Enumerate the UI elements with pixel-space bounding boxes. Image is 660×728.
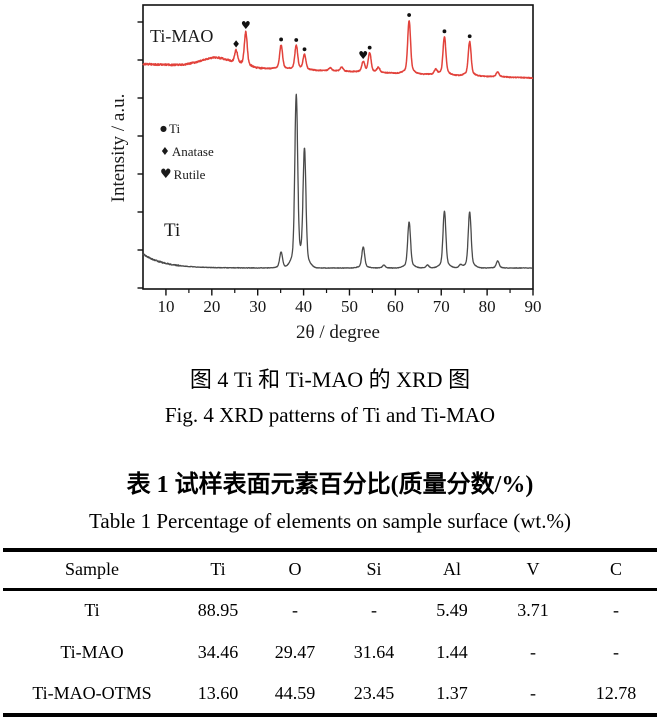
sample-name: Ti-MAO [60, 641, 124, 662]
sample-name: Ti-MAO-OTMS [32, 682, 152, 703]
element-value: 88.95 [197, 600, 239, 621]
table-header-row: Sample Ti O Si Al V C [3, 550, 657, 589]
column-header-sample: Sample [65, 559, 119, 580]
table-head: Sample Ti O Si Al V C [3, 550, 657, 589]
xrd-trace-ti-mao [142, 20, 534, 80]
element-value: - [292, 600, 298, 621]
table-title-zh: 表 1 试样表面元素百分比(质量分数/%) [126, 472, 534, 498]
table-row-ti: Ti 88.95 - - 5.49 3.71 - [3, 589, 657, 631]
legend-label-anatase: Anatase [171, 143, 214, 159]
element-value: - [530, 641, 536, 662]
element-value: 34.46 [197, 641, 239, 662]
column-header-o: O [288, 559, 302, 580]
element-value: 23.45 [353, 682, 395, 703]
peak-marker-rutile-heart: ♥ [241, 19, 251, 32]
figure-caption-en: Fig. 4 XRD patterns of Ti and Ti-MAO [164, 403, 496, 427]
element-value: - [530, 682, 536, 703]
ti-dot-icon: ● [160, 123, 167, 133]
legend-label-rutile: Rutile [173, 166, 206, 182]
element-value: 1.44 [436, 641, 468, 662]
legend-item-ti: ● Ti [160, 117, 214, 140]
column-header-ti: Ti [210, 559, 226, 580]
element-value: 44.59 [274, 682, 316, 703]
element-value: 31.64 [353, 641, 395, 662]
x-tick-label: 50 [341, 297, 358, 316]
x-tick-label: 40 [295, 297, 312, 316]
column-header-al: Al [443, 559, 461, 580]
trace-label-ti-mao: Ti-MAO [150, 26, 214, 46]
element-value: 12.78 [595, 682, 637, 703]
peak-marker-anatase-diamond: ♦ [232, 39, 241, 50]
column-header-c: C [609, 559, 622, 580]
peak-marker-rutile-heart: ♥ [358, 49, 368, 62]
xrd-chart-canvas: 10 20 30 40 50 60 70 80 90♦♥♥ [137, 4, 542, 316]
legend-label-ti: Ti [168, 120, 181, 136]
plot-border [142, 4, 534, 290]
peak-marker-ti-dot [279, 37, 284, 42]
table-row-ti-mao-otms: Ti-MAO-OTMS 13.60 44.59 23.45 1.37 - 12.78 [3, 673, 657, 715]
x-axis-label: 2θ / degree [295, 322, 380, 343]
table-title-en: Table 1 Percentage of elements on sample… [89, 509, 571, 533]
x-tick-label: 80 [479, 297, 496, 316]
peak-marker-ti-dot [367, 45, 372, 50]
element-value: - [371, 600, 377, 621]
figure-caption-zh: 图 4 Ti 和 Ti-MAO 的 XRD 图 [189, 367, 471, 392]
legend-item-rutile: ♥ Rutile [160, 163, 214, 186]
element-value: - [613, 641, 619, 662]
element-value: 13.60 [197, 682, 239, 703]
table-body: Ti 88.95 - - 5.49 3.71 - Ti-MAO 34.46 29.47 31.64 1… [3, 589, 657, 715]
sample-name: Ti [84, 600, 100, 621]
column-header-v: V [526, 559, 540, 580]
y-axis-label: Intensity / a.u. [108, 93, 129, 203]
peak-marker-ti-dot [294, 38, 299, 42]
legend-item-anatase: ♦ Anatase [160, 140, 214, 163]
rutile-heart-icon: ♥ [160, 167, 172, 182]
x-tick-label: 90 [525, 297, 542, 316]
element-value: 29.47 [274, 641, 316, 662]
table-row-ti-mao: Ti-MAO 34.46 29.47 31.64 1.44 - - [3, 631, 657, 673]
element-value: 1.37 [436, 682, 468, 703]
xrd-trace-ti [142, 93, 534, 269]
xrd-figure: 10 20 30 40 50 60 70 80 90 ♦ ♥ ♥ Intensity / a.u. 2… [0, 0, 660, 348]
x-tick-label: 30 [249, 297, 266, 316]
x-tick-label: 20 [203, 297, 220, 316]
element-value: - [613, 600, 619, 621]
anatase-diamond-icon: ♦ [160, 145, 170, 158]
element-value: 3.71 [517, 600, 549, 621]
peak-marker-ti-dot [302, 47, 307, 52]
x-tick-label: 70 [433, 297, 450, 316]
trace-label-ti: Ti [164, 220, 181, 241]
x-tick-label: 60 [387, 297, 404, 316]
elements-table: Sample Ti O Si Al V C Ti 88.95- -5.49 3.71- Ti-MAO… [3, 548, 657, 717]
phase-legend: ● Ti ♦ Anatase ♥ Rutile [160, 117, 214, 186]
peak-marker-ti-dot [467, 34, 472, 39]
element-value: 5.49 [436, 600, 468, 621]
peak-marker-ti-dot [407, 13, 412, 17]
column-header-si: Si [366, 559, 382, 580]
peak-marker-ti-dot [442, 29, 447, 34]
x-tick-label: 10 [157, 297, 174, 316]
